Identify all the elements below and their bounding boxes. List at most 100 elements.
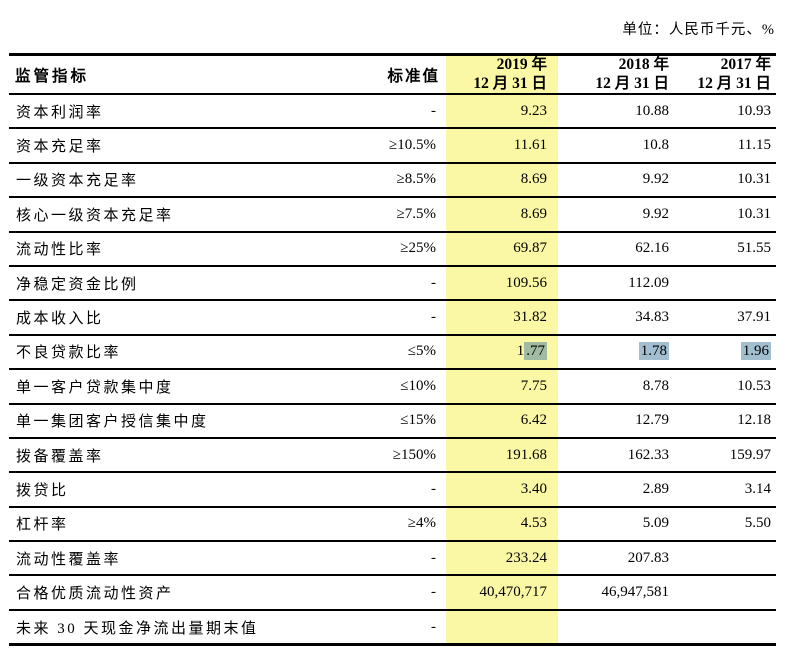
table-row: 资本充足率 ≥10.5% 11.61 10.8 11.15	[9, 128, 776, 164]
table-row: 拨贷比 - 3.40 2.89 3.14	[9, 472, 776, 508]
header-2018: 2018 年 12 月 31 日	[558, 54, 680, 95]
standard-cell: -	[296, 265, 446, 302]
value-2019-cell: 31.82	[446, 300, 558, 336]
indicator-cell: 资本充足率	[9, 128, 296, 164]
table-row: 单一客户贷款集中度 ≤10% 7.75 8.78 10.53	[9, 369, 776, 405]
table-row: 未来 30 天现金净流出量期末值 -	[9, 609, 776, 645]
indicator-cell: 不良贷款比率	[9, 334, 296, 371]
table-row: 资本利润率 - 9.23 10.88 10.93	[9, 94, 776, 130]
header-2019-date: 12 月 31 日	[473, 74, 547, 92]
header-2017: 2017 年 12 月 31 日	[680, 54, 776, 95]
value-2019-cell: 7.75	[446, 369, 558, 405]
header-indicator: 监管指标	[9, 54, 296, 95]
table-row: 单一集团客户授信集中度 ≤15% 6.42 12.79 12.18	[9, 403, 776, 439]
value-2019-cell: 109.56	[446, 265, 558, 302]
table-row: 流动性覆盖率 - 233.24 207.83	[9, 541, 776, 577]
table-row: 不良贷款比率 ≤5% 1.77 1.78 1.96	[9, 334, 776, 371]
header-row: 监管指标 标准值 2019 年 12 月 31 日 2018 年 12 月 31…	[9, 54, 776, 95]
standard-cell: ≤10%	[296, 369, 446, 405]
standard-cell: ≤5%	[296, 334, 446, 371]
value-2019-cell: 3.40	[446, 472, 558, 508]
value-2018-cell: 8.78	[558, 369, 680, 405]
indicator-cell: 杠杆率	[9, 506, 296, 543]
indicator-cell: 资本利润率	[9, 94, 296, 130]
standard-cell: -	[296, 541, 446, 577]
header-2018-date: 12 月 31 日	[595, 74, 669, 92]
table-body: 资本利润率 - 9.23 10.88 10.93 资本充足率 ≥10.5% 11…	[9, 94, 776, 645]
value-2017-cell	[680, 265, 776, 302]
indicator-cell: 净稳定资金比例	[9, 265, 296, 302]
indicator-cell: 单一集团客户授信集中度	[9, 403, 296, 439]
standard-cell: ≥10.5%	[296, 128, 446, 164]
value-2019-cell	[446, 609, 558, 645]
standard-cell: ≥7.5%	[296, 197, 446, 233]
value-2017-cell: 10.93	[680, 94, 776, 130]
value-2019-cell: 8.69	[446, 162, 558, 199]
header-standard-value: 标准值	[296, 54, 446, 95]
selection-highlight: .77	[524, 342, 547, 361]
regulatory-indicators-table: 监管指标 标准值 2019 年 12 月 31 日 2018 年 12 月 31…	[9, 53, 776, 647]
standard-cell: -	[296, 94, 446, 130]
value-2017-cell	[680, 575, 776, 611]
header-2017-date: 12 月 31 日	[697, 74, 771, 92]
indicator-cell: 合格优质流动性资产	[9, 575, 296, 611]
table-row: 一级资本充足率 ≥8.5% 8.69 9.92 10.31	[9, 162, 776, 199]
table-header: 监管指标 标准值 2019 年 12 月 31 日 2018 年 12 月 31…	[9, 54, 776, 95]
value-2019-cell: 191.68	[446, 437, 558, 474]
value-2018-cell: 10.88	[558, 94, 680, 130]
value-2017-cell: 51.55	[680, 231, 776, 267]
value-2018-cell: 46,947,581	[558, 575, 680, 611]
value-2017-cell	[680, 541, 776, 577]
standard-cell: ≥25%	[296, 231, 446, 267]
value-2018-cell: 162.33	[558, 437, 680, 474]
table-row: 流动性比率 ≥25% 69.87 62.16 51.55	[9, 231, 776, 267]
indicator-cell: 一级资本充足率	[9, 162, 296, 199]
standard-cell: ≥150%	[296, 437, 446, 474]
value-2019-cell: 233.24	[446, 541, 558, 577]
value-2019-cell: 4.53	[446, 506, 558, 543]
indicator-cell: 流动性覆盖率	[9, 541, 296, 577]
indicator-cell: 拨备覆盖率	[9, 437, 296, 474]
unit-label: 单位：人民币千元、%	[622, 22, 775, 38]
value-2019-cell: 9.23	[446, 94, 558, 130]
indicator-cell: 流动性比率	[9, 231, 296, 267]
header-2019-year: 2019 年	[496, 56, 547, 73]
value-2019-cell: 69.87	[446, 231, 558, 267]
indicator-cell: 单一客户贷款集中度	[9, 369, 296, 405]
value-2018-cell	[558, 610, 680, 645]
standard-cell: -	[431, 618, 436, 635]
value-2017-cell: 11.15	[680, 128, 776, 164]
value-2017-cell: 37.91	[680, 300, 776, 336]
value-2019-cell: 1.77	[446, 334, 558, 371]
value-2017-cell: 1.96	[680, 334, 776, 371]
value-2018-cell: 9.92	[558, 197, 680, 233]
selection-highlight: 1.78	[638, 342, 669, 361]
value-2017-cell: 10.31	[680, 162, 776, 199]
value-2018-cell: 12.79	[558, 403, 680, 439]
standard-cell: ≥8.5%	[296, 162, 446, 199]
table-row: 杠杆率 ≥4% 4.53 5.09 5.50	[9, 506, 776, 543]
standard-cell: -	[296, 300, 446, 336]
table-row: 核心一级资本充足率 ≥7.5% 8.69 9.92 10.31	[9, 197, 776, 233]
value-2018-cell: 62.16	[558, 231, 680, 267]
table-row: 净稳定资金比例 - 109.56 112.09	[9, 265, 776, 302]
indicator-cell: 拨贷比	[9, 472, 296, 508]
value-2018-cell: 112.09	[558, 265, 680, 302]
value-2018-cell: 207.83	[558, 541, 680, 577]
header-2018-year: 2018 年	[618, 56, 669, 73]
indicator-cell: 核心一级资本充足率	[9, 197, 296, 233]
value-2018-cell: 2.89	[558, 472, 680, 508]
table-row: 成本收入比 - 31.82 34.83 37.91	[9, 300, 776, 336]
standard-cell: ≥4%	[296, 506, 446, 543]
selection-highlight: 1.96	[740, 342, 771, 361]
indicator-cell: 未来 30 天现金净流出量期末值	[16, 620, 259, 637]
value-2017-cell: 10.31	[680, 197, 776, 233]
value-2018-cell: 5.09	[558, 506, 680, 543]
value-2019-cell: 6.42	[446, 403, 558, 439]
value-2018-cell: 1.78	[558, 334, 680, 371]
value-2019-cell: 40,470,717	[446, 575, 558, 611]
standard-cell: ≤15%	[296, 403, 446, 439]
value-2017-cell: 5.50	[680, 506, 776, 543]
value-2017-cell: 3.14	[680, 472, 776, 508]
indicator-cell: 成本收入比	[9, 300, 296, 336]
